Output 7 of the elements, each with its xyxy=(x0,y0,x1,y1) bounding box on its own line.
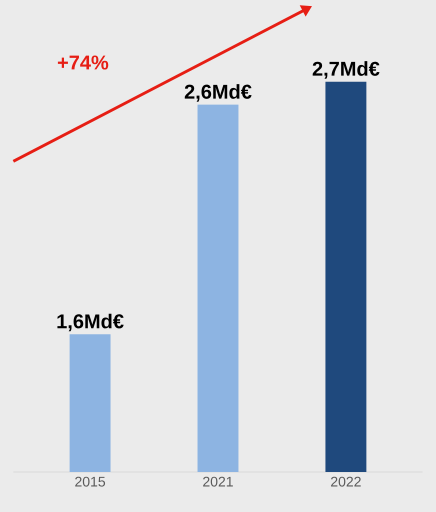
x-tick-label: 2021 xyxy=(203,476,233,487)
x-tick-label: 2022 xyxy=(331,476,361,487)
x-tick-label: 2015 xyxy=(75,476,106,487)
data-label: 2,7Md€ xyxy=(312,61,380,79)
data-label: 2,6Md€ xyxy=(184,84,252,102)
data-label: 1,6Md€ xyxy=(57,314,124,332)
annotation: +74% xyxy=(58,56,108,70)
